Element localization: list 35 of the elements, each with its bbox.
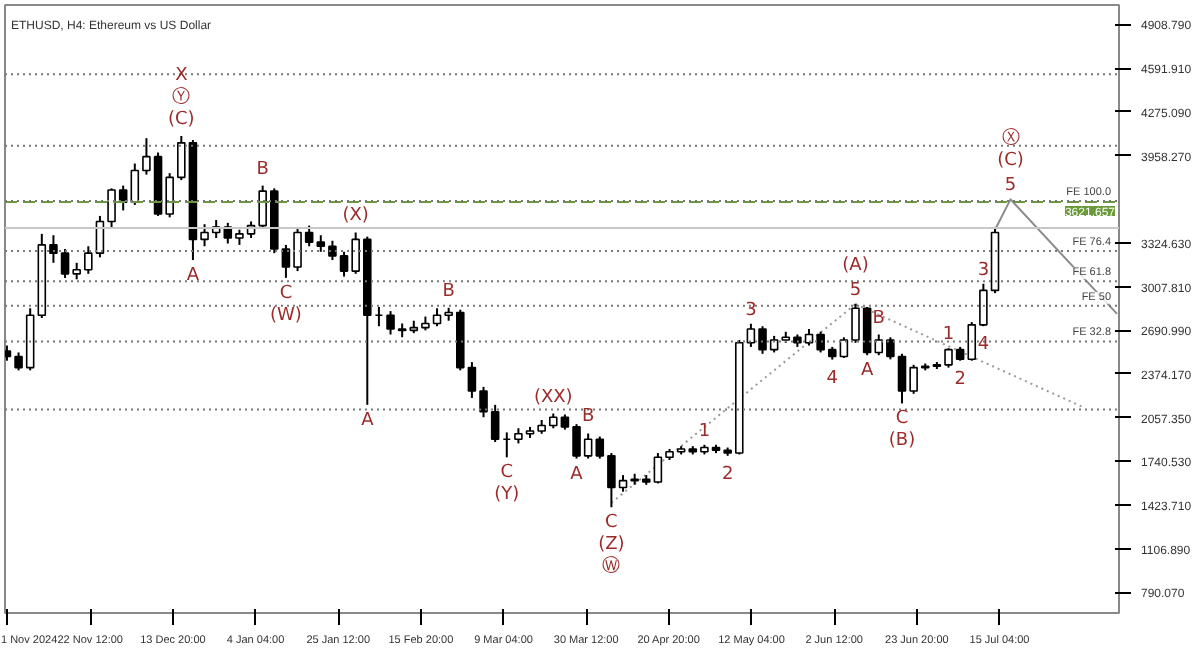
annotation: B (442, 281, 455, 302)
annotation: (Y) (494, 485, 520, 506)
annotation: 2 (954, 369, 966, 390)
annotation: (XX) (533, 387, 573, 408)
annotation: A (860, 361, 875, 382)
annotation: Ⓨ (172, 85, 191, 108)
annotation: C (605, 513, 618, 534)
annotation: (A) (842, 255, 869, 276)
annotation: X (175, 65, 188, 86)
annotation: C (500, 463, 514, 484)
annotation: (W) (270, 305, 302, 326)
annotation: 4 (826, 368, 839, 389)
annotation: (B) (888, 431, 916, 452)
annotation: 4 (977, 335, 990, 356)
annotation: (Z) (598, 535, 625, 556)
annotation: 1 (698, 421, 711, 442)
annotation: 3 (745, 300, 757, 321)
annotation: Ⓧ (1001, 127, 1020, 150)
annotation: A (570, 464, 585, 485)
annotation: 1 (942, 325, 955, 346)
annotation: 5 (1004, 176, 1017, 197)
annotation: C (895, 409, 909, 430)
annotation: 2 (721, 464, 734, 485)
annotation: B (581, 407, 595, 428)
annotation: B (256, 159, 269, 180)
annotation: A (361, 410, 376, 431)
annotation: B (872, 308, 885, 329)
annotation: 5 (849, 280, 862, 301)
annotation: (C) (997, 151, 1024, 172)
annotation: 3 (977, 260, 990, 281)
annotation: A (186, 266, 201, 287)
annotation: (X) (342, 206, 369, 227)
annotation: C (279, 283, 293, 304)
annotation: Ⓦ (602, 555, 621, 578)
annotation: (C) (168, 109, 195, 130)
